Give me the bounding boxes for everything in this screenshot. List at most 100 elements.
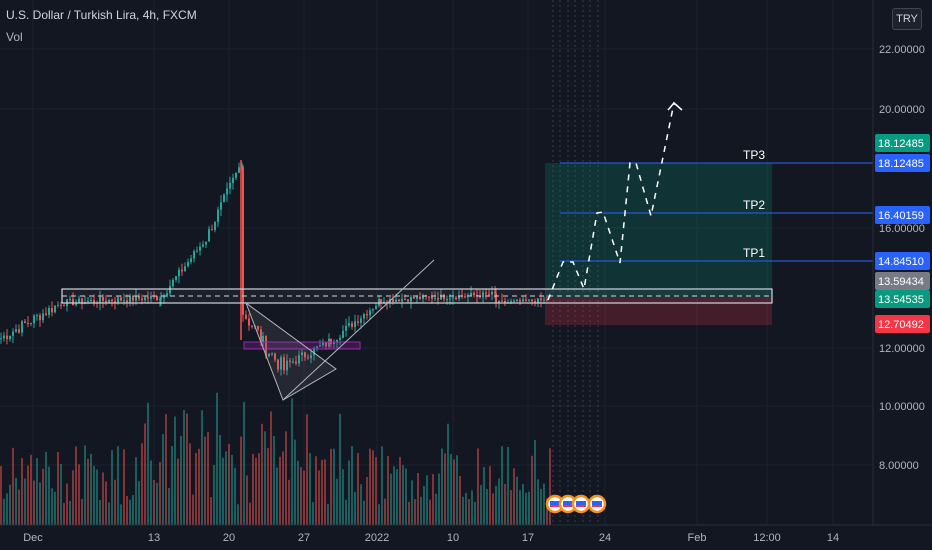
volume-bar	[333, 448, 335, 525]
candle-body	[172, 279, 174, 287]
volume-bar	[18, 489, 20, 525]
volume-bar	[132, 495, 134, 525]
y-tick-label: 8.00000	[879, 460, 919, 472]
candle-body	[21, 321, 23, 333]
volume-bar	[318, 470, 320, 525]
volume-bar	[528, 491, 530, 525]
candle-body	[190, 258, 192, 262]
event-flag-icon	[576, 505, 586, 507]
candle-body	[108, 299, 110, 303]
volume-bar	[429, 499, 431, 525]
price-tag	[875, 154, 930, 172]
volume-bar	[240, 436, 242, 525]
volume-bar	[507, 446, 509, 525]
volume-bar	[285, 431, 287, 525]
candle-body	[175, 276, 177, 280]
volume-bar	[9, 484, 11, 525]
candle-body	[54, 305, 56, 313]
volume-bar	[3, 498, 5, 525]
volume-bar	[177, 458, 179, 525]
candle-body	[494, 291, 496, 294]
tp-label: TP3	[743, 148, 765, 162]
volume-bar	[300, 467, 302, 525]
volume-indicator-label: Vol	[6, 30, 23, 44]
volume-bar	[279, 456, 281, 525]
volume-bar	[12, 447, 14, 525]
x-tick-label: 27	[298, 532, 310, 544]
candle-body	[238, 167, 240, 173]
event-flag-icon	[592, 505, 602, 507]
volume-bar	[135, 457, 137, 525]
x-tick-label: 10	[447, 532, 459, 544]
volume-bar	[357, 453, 359, 525]
candle-body	[534, 301, 536, 303]
candle-body	[366, 314, 368, 316]
candle-body	[464, 296, 466, 298]
candle-body	[498, 300, 500, 304]
volume-bar	[534, 440, 536, 525]
candle-body	[452, 297, 454, 299]
volume-bar	[282, 451, 284, 525]
volume-bar	[24, 478, 26, 525]
volume-bar	[543, 483, 545, 525]
volume-bar	[168, 488, 170, 525]
candle-body	[375, 305, 377, 309]
candle-body	[262, 335, 264, 343]
volume-bar	[360, 484, 362, 525]
candle-body	[449, 298, 451, 300]
candle-body	[504, 300, 506, 303]
candle-body	[69, 298, 71, 300]
volume-bar	[438, 473, 440, 525]
candle-body	[485, 292, 487, 294]
candle-body	[232, 177, 234, 183]
candle-body	[217, 209, 219, 222]
candle-body	[401, 299, 403, 302]
volume-bar	[375, 457, 377, 525]
volume-bar	[246, 475, 248, 525]
candle-body	[419, 296, 421, 299]
volume-bar	[531, 455, 533, 525]
volume-bar	[78, 464, 80, 525]
candle-body	[72, 298, 74, 306]
volume-bar	[519, 490, 521, 525]
volume-bar	[75, 446, 77, 525]
volume-bar	[417, 472, 419, 525]
price-tag-label: 13.54535	[878, 294, 924, 306]
candle-body	[404, 299, 406, 301]
candle-body	[422, 295, 424, 299]
candle-body	[443, 294, 445, 300]
price-tag-label: 12.70492	[878, 319, 924, 331]
volume-bar	[423, 486, 425, 525]
volume-bar	[288, 479, 290, 525]
candle-body	[392, 298, 394, 302]
candle-body	[105, 300, 107, 303]
candle-body	[169, 286, 171, 294]
candle-body	[78, 298, 80, 303]
volume-bar	[474, 501, 476, 525]
candle-body	[395, 299, 397, 302]
volume-bar	[273, 435, 275, 525]
currency-button[interactable]: TRY	[892, 8, 922, 30]
event-flag-icon	[592, 501, 602, 507]
volume-bar	[525, 492, 527, 525]
candle-body	[473, 293, 475, 296]
volume-bar	[144, 423, 146, 525]
candle-body	[245, 314, 247, 319]
candle-body	[446, 299, 448, 301]
volume-bar	[249, 502, 251, 525]
volume-bar	[207, 431, 209, 525]
x-tick-label: 2022	[365, 532, 389, 544]
volume-bar	[66, 483, 68, 525]
candle-body	[298, 355, 300, 364]
volume-bar	[213, 465, 215, 525]
candle-body	[510, 301, 512, 303]
volume-bar	[324, 459, 326, 525]
volume-bar	[99, 500, 101, 525]
purple-zone	[243, 341, 361, 350]
volume-bar	[126, 496, 128, 525]
volume-bar	[111, 450, 113, 525]
candle-body	[202, 244, 204, 247]
volume-bar	[363, 500, 365, 525]
candle-body	[434, 298, 436, 300]
